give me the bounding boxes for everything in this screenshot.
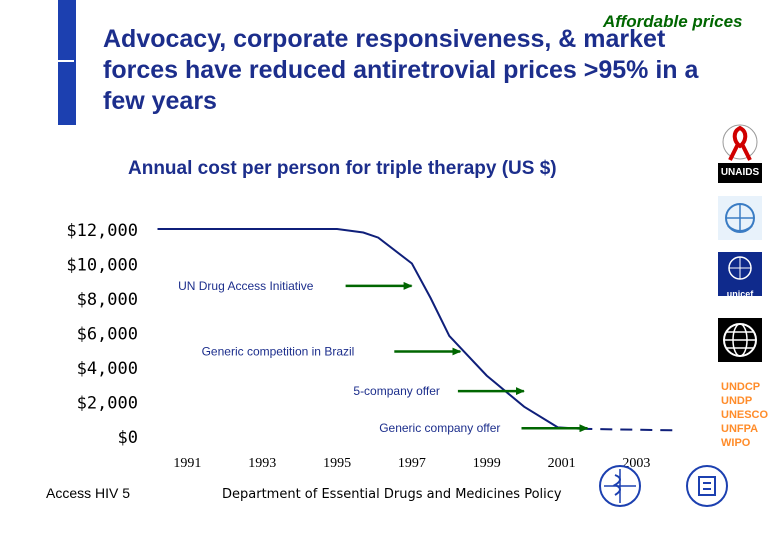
footer-department: Department of Essential Drugs and Medici…: [222, 487, 562, 502]
y-tick-label: $2,000: [77, 394, 138, 414]
accent-bar-tick: [58, 60, 74, 62]
unicef-label: unicef: [726, 289, 754, 299]
y-tick-label: $0: [118, 428, 138, 448]
accent-bar: [58, 0, 76, 125]
x-tick-label: 1999: [473, 456, 501, 471]
unicef-logo: unicef: [718, 252, 762, 299]
x-tick-label: 1997: [398, 456, 426, 471]
red-ribbon-logo: [722, 124, 758, 161]
slide-headline: Advocacy, corporate responsiveness, & ma…: [103, 25, 699, 115]
who-emblem-icon: [599, 465, 641, 507]
who-emblem-icon: [718, 196, 762, 240]
price-series-dashed-line: [580, 427, 674, 432]
chart-title: Annual cost per person for triple therap…: [128, 158, 557, 179]
world-bank-globe-icon: [718, 318, 762, 362]
agency-wipo: WIPO: [721, 437, 751, 449]
agency-list: UNDCP UNDP UNESCO UNFPA WIPO: [721, 380, 768, 450]
y-tick-label: $4,000: [77, 359, 138, 379]
y-tick-label: $10,000: [66, 256, 138, 276]
department-emblem-icon: [686, 465, 728, 507]
annotation-label: UN Drug Access Initiative: [178, 279, 314, 293]
annotation-label: 5-company offer: [353, 384, 440, 398]
price-series-line: [157, 228, 581, 430]
footer-slide-id: Access HIV 5: [46, 485, 131, 501]
y-tick-label: $8,000: [77, 290, 138, 310]
agency-unesco: UNESCO: [721, 409, 769, 421]
annotation-label: Generic competition in Brazil: [202, 345, 355, 359]
y-tick-label: $12,000: [66, 221, 138, 241]
agency-undcp: UNDCP: [721, 381, 761, 393]
agency-unfpa: UNFPA: [721, 423, 759, 435]
x-tick-label: 1995: [323, 456, 351, 471]
globe-icon: [728, 256, 752, 280]
section-label: Affordable prices: [603, 12, 743, 31]
x-tick-label: 1991: [173, 456, 201, 471]
annotation-label: Generic company offer: [379, 421, 500, 435]
x-tick-label: 2001: [548, 456, 576, 471]
agency-undp: UNDP: [721, 395, 753, 407]
x-tick-label: 1993: [248, 456, 276, 471]
unaids-logo: UNAIDS: [718, 163, 762, 183]
y-tick-label: $6,000: [77, 325, 138, 345]
